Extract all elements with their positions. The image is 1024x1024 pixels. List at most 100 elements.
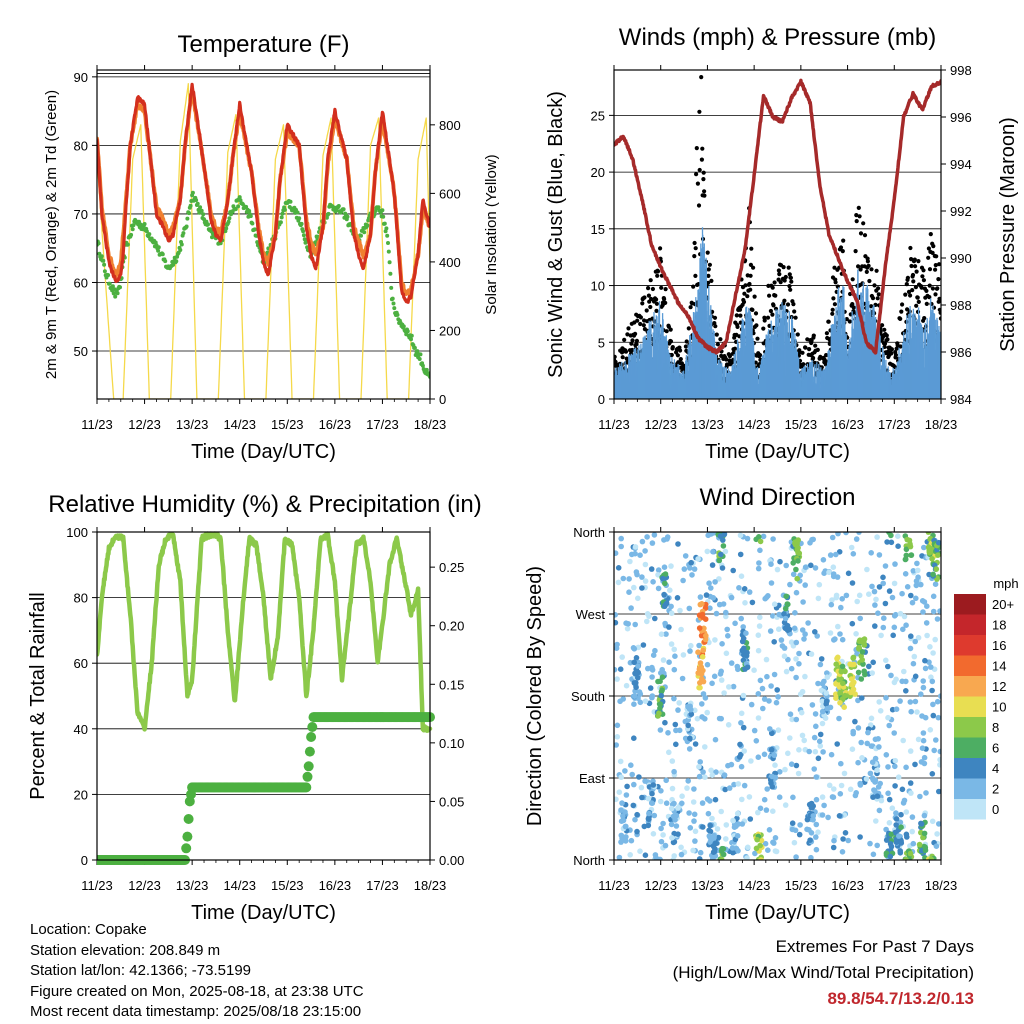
gust-point (809, 338, 814, 343)
direction-point (808, 804, 815, 811)
direction-point (929, 678, 936, 685)
direction-point (626, 576, 632, 582)
winds-pressure-panel: Winds (mph) & Pressure (mb)051015202511/… (545, 24, 1019, 463)
gust-point (646, 286, 651, 291)
gust-point (630, 338, 635, 343)
direction-point (702, 695, 709, 701)
direction-point (710, 595, 717, 601)
gust-point (752, 294, 757, 299)
legend-label: 14 (992, 659, 1006, 674)
gust-point (655, 269, 661, 274)
direction-point (637, 699, 644, 706)
dewpoint-point (195, 201, 200, 206)
direction-point (897, 698, 903, 704)
direction-point (757, 805, 764, 812)
gust-point (915, 295, 920, 300)
direction-point (785, 750, 791, 757)
x-tick-label: 18/23 (925, 417, 958, 432)
direction-point (856, 532, 862, 535)
direction-point (620, 696, 626, 702)
direction-point (756, 560, 762, 566)
gust-point (727, 354, 733, 359)
y-tick-label: East (579, 771, 605, 786)
direction-point (700, 824, 706, 830)
direction-point (813, 774, 820, 780)
direction-point (768, 746, 775, 753)
direction-point (675, 707, 681, 713)
direction-point (787, 581, 793, 588)
gust-point (867, 278, 872, 284)
x-tick-label: 12/23 (128, 878, 161, 893)
direction-point (871, 787, 877, 793)
gust-point (906, 289, 912, 294)
gust-point (801, 362, 806, 367)
direction-point (888, 539, 895, 546)
direction-point (619, 654, 625, 660)
direction-point (671, 695, 677, 702)
direction-point (770, 808, 776, 814)
direction-point (904, 834, 910, 840)
latlon-text: Station lat/lon: 42.1366; -73.5199 (30, 962, 252, 979)
created-text: Figure created on Mon, 2025-08-18, at 23… (30, 982, 364, 1000)
direction-point (778, 637, 785, 643)
direction-point (738, 615, 744, 622)
gust-point (854, 213, 859, 218)
y-tick-label: 0 (81, 853, 88, 868)
direction-point (632, 621, 638, 628)
direction-point (920, 678, 926, 684)
gust-point (654, 301, 660, 306)
gust-point (835, 284, 840, 289)
gust-point (783, 274, 788, 280)
gust-point (670, 345, 675, 350)
gust-point (927, 283, 932, 288)
direction-point (873, 818, 879, 824)
direction-point (805, 620, 811, 626)
direction-point (799, 732, 806, 739)
dewpoint-point (380, 208, 385, 213)
direction-point (716, 576, 722, 582)
direction-point (914, 560, 920, 567)
direction-point (659, 674, 666, 680)
y-ticks-left: 0 5 10 15 20 25 (591, 108, 614, 407)
gust-point (755, 336, 760, 341)
y-tick-label: 70 (74, 207, 88, 222)
direction-point (642, 561, 649, 568)
gust-point (684, 339, 689, 344)
direction-point (642, 852, 649, 858)
direction-point (910, 568, 917, 574)
y2-tick-label: 0.20 (439, 619, 464, 634)
gust-point (933, 263, 938, 268)
direction-point (768, 580, 775, 586)
direction-point (697, 759, 703, 765)
direction-point (895, 533, 901, 539)
direction-point (813, 723, 819, 730)
gust-point (875, 296, 880, 301)
direction-point (920, 737, 927, 744)
direction-point (706, 580, 712, 586)
dewpoint-point (415, 349, 420, 354)
direction-point (848, 676, 855, 682)
x-axis-label: Time (Day/UTC) (705, 902, 850, 924)
direction-point (630, 802, 637, 809)
direction-point (618, 774, 624, 780)
gust-point (813, 343, 818, 348)
dewpoint-point (362, 230, 367, 235)
direction-point (891, 613, 898, 619)
direction-point (912, 673, 919, 680)
direction-point (675, 805, 681, 811)
gust-point (876, 292, 881, 297)
direction-point (741, 586, 748, 592)
direction-point (678, 626, 684, 633)
direction-point (889, 805, 896, 811)
direction-point (892, 757, 899, 764)
direction-point (925, 532, 932, 535)
gust-point (795, 332, 800, 337)
dewpoint-point (288, 199, 293, 204)
direction-point (657, 705, 663, 712)
direction-series (614, 532, 941, 860)
direction-point (711, 673, 718, 680)
gust-point (696, 203, 702, 208)
dewpoint-point (301, 229, 306, 234)
direction-point (893, 810, 899, 816)
direction-point (885, 663, 891, 670)
